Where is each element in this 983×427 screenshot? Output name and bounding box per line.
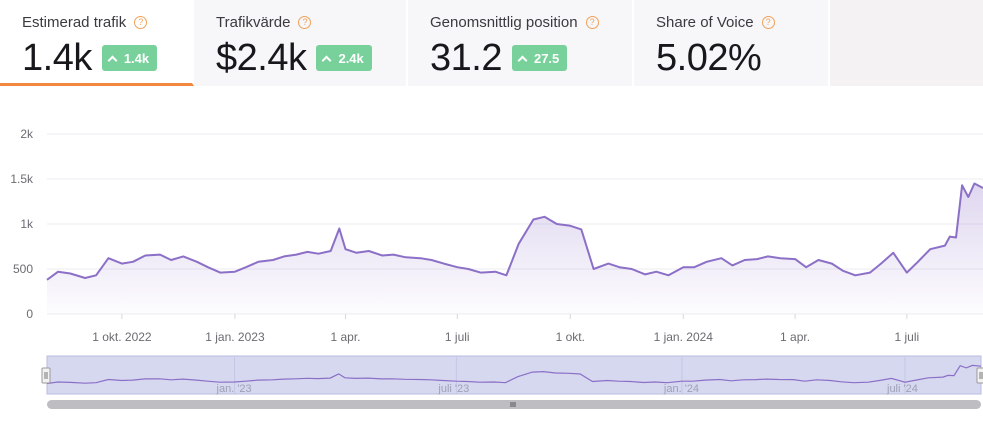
tab-share-of-voice[interactable]: Share of Voice? 5.02%	[634, 0, 830, 86]
navigator-tick-label: jan. '24	[663, 383, 699, 395]
tab-value: $2.4k	[216, 37, 307, 79]
metric-tabs: Estimerad trafik? 1.4k 1.4k Trafikvärde? …	[0, 0, 983, 86]
x-axis: 1 okt. 2022 1 jan. 2023 1 apr. 1 juli 1 okt.…	[92, 314, 919, 344]
navigator-tick-label: jan. '23	[216, 383, 252, 395]
tab-traffic-value[interactable]: Trafikvärde? $2.4k 2.4k	[194, 0, 408, 86]
navigator-tick-label: juli '23	[437, 383, 469, 395]
y-axis: 0 500 1k 1.5k 2k	[10, 127, 34, 321]
change-badge: 27.5	[511, 45, 568, 71]
navigator-handle-left[interactable]	[41, 367, 51, 384]
change-value: 2.4k	[338, 50, 364, 66]
tab-label: Trafikvärde	[216, 13, 291, 31]
x-tick-label: 1 jan. 2024	[654, 330, 714, 344]
x-tick-label: 1 juli	[445, 330, 470, 344]
tab-value: 31.2	[430, 37, 502, 79]
change-badge: 1.4k	[101, 45, 158, 71]
tab-estimated-traffic[interactable]: Estimerad trafik? 1.4k 1.4k	[0, 0, 194, 86]
navigator-ticks: jan. '23 juli '23 jan. '24 juli '24	[216, 383, 918, 395]
y-tick-label: 0	[26, 307, 33, 321]
tab-average-position[interactable]: Genomsnittlig position? 31.2 27.5	[408, 0, 634, 86]
tab-bar-filler	[830, 0, 983, 86]
tab-label: Genomsnittlig position	[430, 13, 578, 31]
x-tick-label: 1 jan. 2023	[205, 330, 265, 344]
help-icon[interactable]: ?	[298, 15, 312, 29]
change-value: 27.5	[533, 50, 560, 66]
change-value: 1.4k	[123, 50, 150, 66]
x-tick-label: 1 okt.	[556, 330, 585, 344]
change-badge: 2.4k	[316, 45, 372, 71]
x-tick-label: 1 apr.	[780, 330, 810, 344]
y-tick-label: 2k	[20, 127, 34, 141]
series-line	[46, 182, 983, 281]
tab-label: Share of Voice	[656, 13, 754, 31]
help-icon[interactable]: ?	[761, 15, 775, 29]
tab-value: 1.4k	[22, 37, 92, 79]
navigator-tick-label: juli '24	[886, 383, 918, 395]
navigator-window[interactable]	[46, 355, 982, 395]
series-area	[47, 183, 983, 314]
x-tick-label: 1 okt. 2022	[92, 330, 152, 344]
navigator-scrollbar[interactable]	[47, 400, 981, 409]
x-tick-label: 1 juli	[894, 330, 919, 344]
x-tick-label: 1 apr.	[330, 330, 360, 344]
navigator-grid	[234, 356, 906, 394]
y-tick-label: 500	[13, 262, 33, 276]
navigator-line	[46, 364, 982, 385]
help-icon[interactable]: ?	[585, 15, 599, 29]
y-tick-label: 1.5k	[10, 172, 34, 186]
tab-value: 5.02%	[656, 37, 762, 79]
navigator[interactable]: jan. '23 juli '23 jan. '24 juli '24	[41, 355, 983, 395]
navigator-handle-right[interactable]	[976, 367, 983, 384]
tab-label: Estimerad trafik	[22, 13, 127, 31]
y-tick-label: 1k	[20, 217, 34, 231]
help-icon[interactable]: ?	[134, 15, 148, 29]
